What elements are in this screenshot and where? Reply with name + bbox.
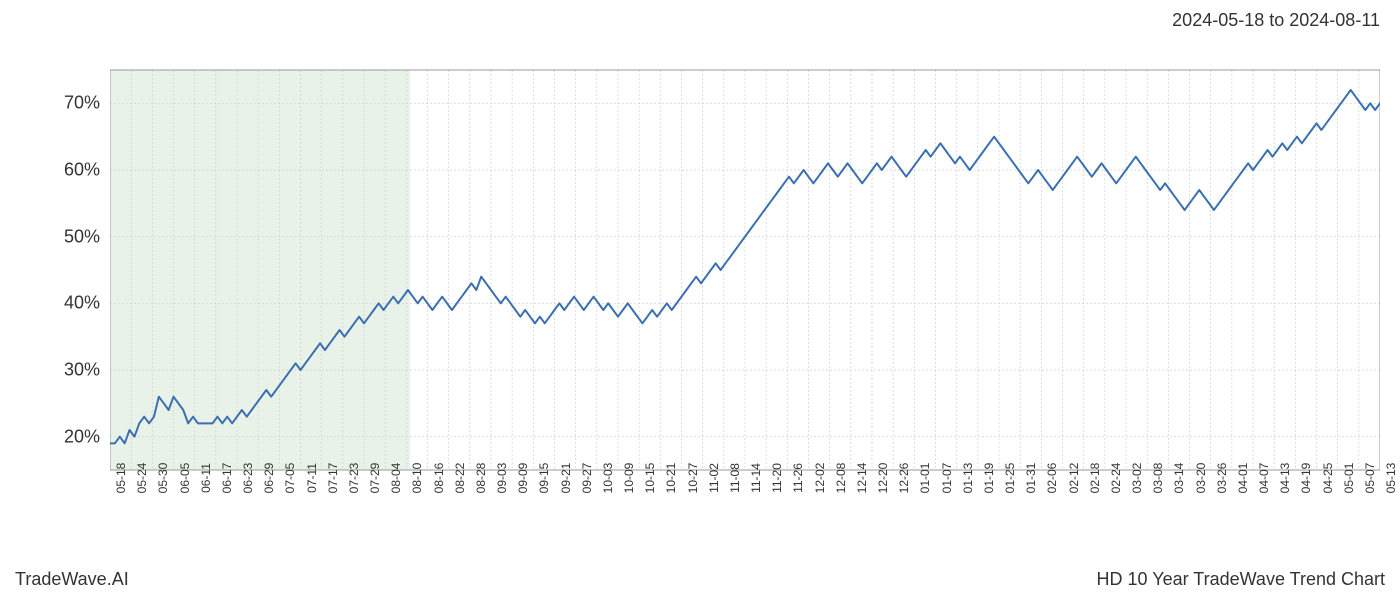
- x-tick-label: 01-31: [1024, 463, 1038, 494]
- x-tick-label: 01-13: [961, 463, 975, 494]
- x-tick-label: 11-14: [749, 463, 763, 493]
- x-tick-label: 10-09: [622, 463, 636, 494]
- x-tick-label: 01-07: [940, 463, 954, 494]
- x-tick-label: 04-13: [1278, 463, 1292, 494]
- x-tick-label: 09-09: [516, 463, 530, 494]
- x-tick-label: 01-01: [918, 463, 932, 494]
- y-tick-label: 30%: [10, 360, 100, 381]
- x-tick-label: 12-26: [897, 463, 911, 494]
- x-tick-label: 12-20: [876, 463, 890, 494]
- x-tick-label: 03-02: [1130, 463, 1144, 494]
- x-tick-label: 01-19: [982, 463, 996, 494]
- y-tick-label: 40%: [10, 293, 100, 314]
- x-tick-label: 08-04: [389, 463, 403, 494]
- x-tick-label: 12-14: [855, 463, 869, 494]
- x-tick-label: 02-06: [1045, 463, 1059, 494]
- x-tick-label: 10-15: [643, 463, 657, 494]
- x-tick-label: 01-25: [1003, 463, 1017, 494]
- x-tick-label: 07-05: [283, 463, 297, 494]
- x-tick-label: 10-03: [601, 463, 615, 494]
- x-tick-label: 05-07: [1363, 463, 1377, 494]
- x-tick-label: 08-16: [432, 463, 446, 494]
- x-tick-label: 11-20: [770, 463, 784, 493]
- x-tick-label: 05-13: [1384, 463, 1398, 494]
- x-tick-label: 06-29: [262, 463, 276, 494]
- date-range-label: 2024-05-18 to 2024-08-11: [1172, 10, 1380, 31]
- x-tick-label: 11-02: [707, 463, 721, 493]
- x-tick-label: 03-08: [1151, 463, 1165, 494]
- footer-brand: TradeWave.AI: [15, 569, 129, 590]
- x-tick-label: 08-22: [453, 463, 467, 494]
- x-tick-label: 03-26: [1215, 463, 1229, 494]
- x-tick-label: 07-17: [326, 463, 340, 494]
- x-tick-label: 08-28: [474, 463, 488, 494]
- x-tick-label: 08-10: [410, 463, 424, 494]
- x-tick-label: 05-18: [114, 463, 128, 494]
- x-tick-label: 02-12: [1067, 463, 1081, 494]
- x-tick-label: 10-21: [664, 463, 678, 494]
- x-tick-label: 03-14: [1172, 463, 1186, 494]
- x-tick-label: 05-01: [1342, 463, 1356, 494]
- x-tick-label: 05-30: [156, 463, 170, 494]
- trend-chart: [110, 50, 1380, 480]
- chart-svg: [110, 50, 1380, 480]
- y-tick-label: 20%: [10, 426, 100, 447]
- x-tick-label: 06-17: [220, 463, 234, 494]
- x-tick-label: 06-11: [199, 463, 213, 493]
- x-tick-label: 02-18: [1088, 463, 1102, 494]
- y-tick-label: 50%: [10, 226, 100, 247]
- y-tick-label: 60%: [10, 160, 100, 181]
- x-tick-label: 06-05: [178, 463, 192, 494]
- x-tick-label: 07-29: [368, 463, 382, 494]
- x-tick-label: 12-08: [834, 463, 848, 494]
- x-tick-label: 09-03: [495, 463, 509, 494]
- y-tick-label: 70%: [10, 93, 100, 114]
- x-tick-label: 09-27: [580, 463, 594, 494]
- x-tick-label: 04-07: [1257, 463, 1271, 494]
- x-tick-label: 05-24: [135, 463, 149, 494]
- x-tick-label: 03-20: [1194, 463, 1208, 494]
- x-tick-label: 10-27: [686, 463, 700, 494]
- x-tick-label: 04-01: [1236, 463, 1250, 494]
- x-tick-label: 02-24: [1109, 463, 1123, 494]
- footer-title: HD 10 Year TradeWave Trend Chart: [1097, 569, 1385, 590]
- x-tick-label: 04-25: [1321, 463, 1335, 494]
- x-tick-label: 12-02: [813, 463, 827, 494]
- x-tick-label: 11-08: [728, 463, 742, 493]
- x-tick-label: 09-21: [559, 463, 573, 494]
- x-tick-label: 11-26: [791, 463, 805, 493]
- x-tick-label: 07-11: [305, 463, 319, 493]
- x-tick-label: 06-23: [241, 463, 255, 494]
- x-tick-label: 09-15: [537, 463, 551, 494]
- x-tick-label: 04-19: [1299, 463, 1313, 494]
- x-tick-label: 07-23: [347, 463, 361, 494]
